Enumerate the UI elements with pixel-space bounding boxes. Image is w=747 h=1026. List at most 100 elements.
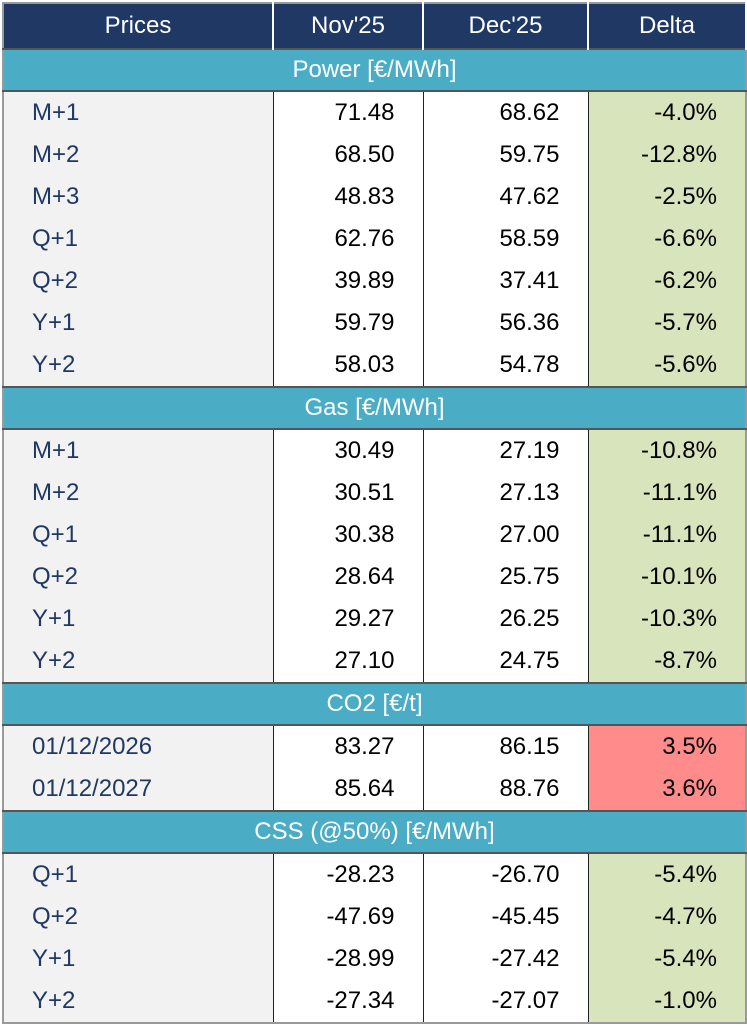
value-cell: 28.64 xyxy=(272,556,423,598)
data-row: 01/12/2027 85.64 88.76 3.6% xyxy=(3,768,746,811)
data-row: M+3 48.83 47.62 -2.5% xyxy=(3,176,746,218)
delta-cell: -10.1% xyxy=(587,556,746,598)
row-label: M+1 xyxy=(3,429,273,472)
data-row: M+2 68.50 59.75 -12.8% xyxy=(3,134,746,176)
value-cell: 85.64 xyxy=(272,768,423,811)
delta-cell: -12.8% xyxy=(587,134,746,176)
value-cell: 48.83 xyxy=(272,176,423,218)
value-cell: 27.00 xyxy=(422,514,588,556)
value-cell: 27.19 xyxy=(422,429,588,472)
delta-cell: -5.6% xyxy=(587,344,746,387)
row-label: M+2 xyxy=(3,134,273,176)
delta-cell: -1.0% xyxy=(587,980,746,1023)
delta-cell: -5.4% xyxy=(587,853,746,896)
delta-cell: -10.8% xyxy=(587,429,746,472)
delta-cell: -11.1% xyxy=(587,472,746,514)
value-cell: 62.76 xyxy=(272,218,423,260)
value-cell: -27.07 xyxy=(422,980,588,1023)
delta-cell: -4.7% xyxy=(587,896,746,938)
value-cell: 24.75 xyxy=(422,640,588,683)
value-cell: 39.89 xyxy=(272,260,423,302)
row-label: Y+2 xyxy=(3,980,273,1023)
row-label: Q+1 xyxy=(3,218,273,260)
value-cell: 59.75 xyxy=(422,134,588,176)
data-row: Y+1 59.79 56.36 -5.7% xyxy=(3,302,746,344)
value-cell: 37.41 xyxy=(422,260,588,302)
value-cell: 58.03 xyxy=(272,344,423,387)
table-body: Prices Nov'25 Dec'25 Delta Power [€/MWh] M+1 7… xyxy=(3,3,747,1023)
value-cell: 30.51 xyxy=(272,472,423,514)
section-title: CSS (@50%) [€/MWh] xyxy=(3,810,746,854)
data-row: Q+1 30.38 27.00 -11.1% xyxy=(3,514,746,556)
delta-cell: -6.6% xyxy=(587,218,746,260)
value-cell: 68.50 xyxy=(272,134,423,176)
section-title: Gas [€/MWh] xyxy=(3,386,746,430)
value-cell: 27.13 xyxy=(422,472,588,514)
data-row: 01/12/2026 83.27 86.15 3.5% xyxy=(3,725,746,768)
row-label: 01/12/2026 xyxy=(3,725,273,768)
value-cell: -27.42 xyxy=(422,938,588,980)
data-row: Y+1 -28.99 -27.42 -5.4% xyxy=(3,938,746,980)
section-title: CO2 [€/t] xyxy=(3,682,746,726)
delta-cell: -4.0% xyxy=(587,91,746,134)
section-title: Power [€/MWh] xyxy=(3,48,746,92)
row-label: 01/12/2027 xyxy=(3,768,273,811)
value-cell: -26.70 xyxy=(422,853,588,896)
delta-cell: -5.4% xyxy=(587,938,746,980)
delta-cell: -5.7% xyxy=(587,302,746,344)
row-label: M+1 xyxy=(3,91,273,134)
value-cell: 25.75 xyxy=(422,556,588,598)
value-cell: 68.62 xyxy=(422,91,588,134)
header-cell: Dec'25 xyxy=(423,3,589,49)
data-row: Q+1 62.76 58.59 -6.6% xyxy=(3,218,746,260)
value-cell: -45.45 xyxy=(422,896,588,938)
data-row: Q+2 39.89 37.41 -6.2% xyxy=(3,260,746,302)
value-cell: 83.27 xyxy=(272,725,423,768)
header-row: Prices Nov'25 Dec'25 Delta xyxy=(3,3,747,49)
data-row: Q+2 -47.69 -45.45 -4.7% xyxy=(3,896,746,938)
data-row: Q+2 28.64 25.75 -10.1% xyxy=(3,556,746,598)
data-row: Y+1 29.27 26.25 -10.3% xyxy=(3,598,746,640)
row-label: Q+2 xyxy=(3,556,273,598)
value-cell: 88.76 xyxy=(422,768,588,811)
value-cell: 47.62 xyxy=(422,176,588,218)
value-cell: 27.10 xyxy=(272,640,423,683)
row-label: Y+2 xyxy=(3,344,273,387)
value-cell: 59.79 xyxy=(272,302,423,344)
section-row: Gas [€/MWh] xyxy=(3,386,746,430)
delta-cell: 3.6% xyxy=(587,768,746,811)
row-label: Y+1 xyxy=(3,302,273,344)
data-row: Y+2 58.03 54.78 -5.6% xyxy=(3,344,746,387)
data-row: M+2 30.51 27.13 -11.1% xyxy=(3,472,746,514)
value-cell: -28.99 xyxy=(272,938,423,980)
section-row: CO2 [€/t] xyxy=(3,682,746,726)
value-cell: -28.23 xyxy=(272,853,423,896)
row-label: Y+1 xyxy=(3,938,273,980)
value-cell: 26.25 xyxy=(422,598,588,640)
delta-cell: 3.5% xyxy=(587,725,746,768)
value-cell: -47.69 xyxy=(272,896,423,938)
value-cell: 30.38 xyxy=(272,514,423,556)
row-label: Y+2 xyxy=(3,640,273,683)
row-label: Q+2 xyxy=(3,260,273,302)
value-cell: -27.34 xyxy=(272,980,423,1023)
delta-cell: -6.2% xyxy=(587,260,746,302)
data-row: Y+2 -27.34 -27.07 -1.0% xyxy=(3,980,746,1023)
row-label: Y+1 xyxy=(3,598,273,640)
value-cell: 29.27 xyxy=(272,598,423,640)
row-label: M+2 xyxy=(3,472,273,514)
section-row: CSS (@50%) [€/MWh] xyxy=(3,810,746,854)
section-row: Power [€/MWh] xyxy=(3,48,746,92)
data-row: Y+2 27.10 24.75 -8.7% xyxy=(3,640,746,683)
header-cell: Prices xyxy=(3,3,274,49)
row-label: Q+2 xyxy=(3,896,273,938)
delta-cell: -2.5% xyxy=(587,176,746,218)
value-cell: 86.15 xyxy=(422,725,588,768)
value-cell: 58.59 xyxy=(422,218,588,260)
value-cell: 71.48 xyxy=(272,91,423,134)
delta-cell: -10.3% xyxy=(587,598,746,640)
row-label: Q+1 xyxy=(3,853,273,896)
header-cell: Nov'25 xyxy=(273,3,424,49)
data-row: Q+1 -28.23 -26.70 -5.4% xyxy=(3,853,746,896)
